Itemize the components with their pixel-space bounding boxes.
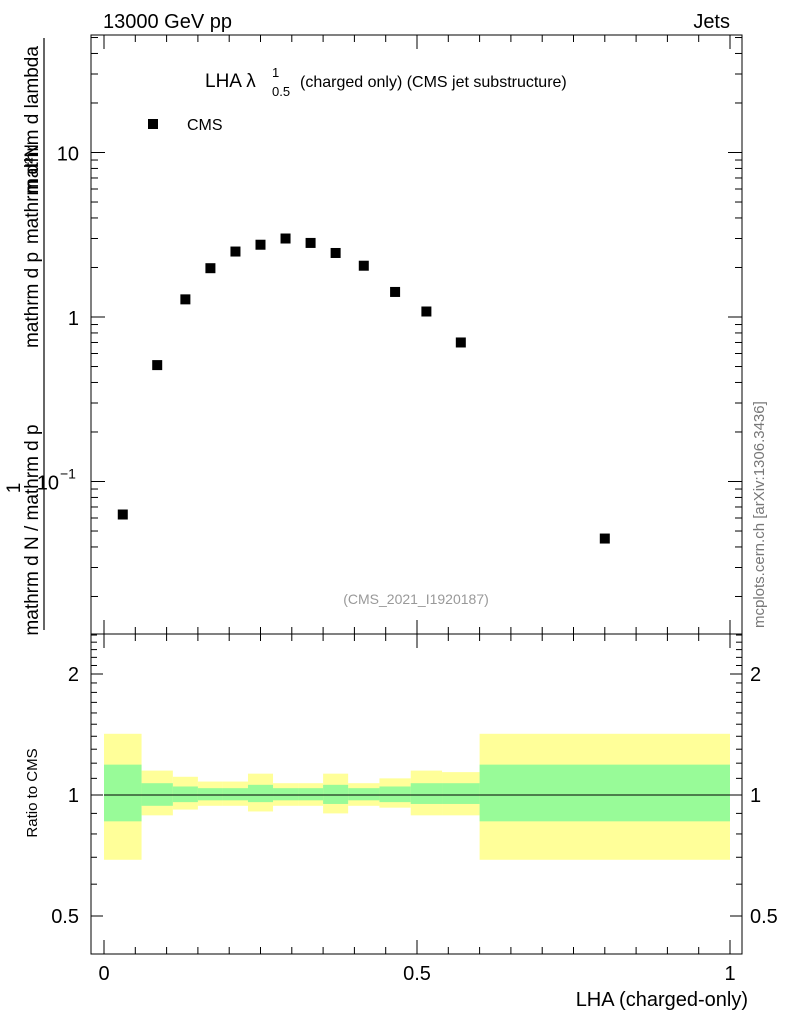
side-source-label: mcplots.cern.ch [arXiv:1306.3436]: [751, 401, 768, 628]
ylabel-numerator-1: mathrm d²N: [22, 144, 43, 244]
ratio-stat-band-8: [323, 784, 349, 804]
ratio-stat-band-5: [247, 784, 274, 803]
main-ytick-label-1: 1: [68, 308, 79, 330]
ratio-stat-band-7: [298, 788, 324, 801]
chart-title: LHA λ 1 0.5 (charged only) (CMS jet subs…: [205, 65, 567, 99]
title-superscript: 1: [272, 65, 279, 80]
header-energy-label: 13000 GeV pp: [103, 11, 232, 33]
ratio-ytick-label-right-1: 1: [750, 785, 761, 807]
data-point-0: [117, 509, 128, 520]
data-point-8: [330, 247, 341, 258]
main-points: [117, 233, 610, 544]
data-point-4: [230, 246, 241, 257]
xtick-label-1: 0.5: [403, 963, 431, 985]
data-point-2: [180, 294, 191, 305]
data-point-13: [599, 533, 610, 544]
main-ytick-label-2-exponent: −1: [60, 466, 76, 482]
main-ylabel: 1 mathrm d²N mathrm d p mathrm d lambda …: [4, 38, 45, 636]
ratio-stat-band-0: [104, 764, 142, 822]
data-point-9: [358, 260, 369, 271]
ratio-stat-band-11: [410, 783, 443, 804]
data-point-3: [205, 263, 216, 274]
ylabel-denominator: mathrm d N / mathrm d p: [22, 424, 43, 635]
ratio-stat-band-4: [222, 788, 248, 801]
ylabel-prefix: 1: [4, 483, 25, 494]
title-rest: (charged only) (CMS jet substructure): [300, 74, 567, 91]
data-point-12: [455, 337, 466, 348]
ratio-stat-band-6: [273, 788, 299, 801]
ratio-stat-band-12: [442, 783, 480, 804]
xlabel: LHA (charged-only): [576, 989, 748, 1011]
ratio-bands: [104, 733, 730, 860]
ratio-ytick-label-right-0: 0.5: [750, 906, 778, 928]
data-point-7: [305, 237, 316, 248]
ratio-stat-band-3: [197, 788, 223, 801]
legend-label-cms: CMS: [187, 117, 223, 134]
data-point-6: [280, 233, 291, 244]
data-point-10: [390, 286, 401, 297]
main-ytick-label-0: 10: [57, 144, 79, 166]
ratio-ytick-label-right-2: 2: [750, 664, 761, 686]
ratio-ylabel: Ratio to CMS: [24, 748, 41, 837]
legend-marker-cms: [148, 119, 158, 129]
title-subscript: 0.5: [272, 84, 290, 99]
ratio-ytick-label-left-2: 2: [68, 664, 79, 686]
ylabel-numerator-3: mathrm d lambda: [22, 46, 43, 194]
xtick-label-0: 0: [98, 963, 109, 985]
data-point-11: [421, 306, 432, 317]
ratio-stat-band-9: [348, 788, 380, 801]
ratio-ytick-label-left-0: 0.5: [51, 906, 79, 928]
legend: CMS: [148, 117, 223, 134]
data-point-1: [152, 360, 163, 371]
title-main: LHA λ: [205, 71, 256, 92]
ratio-axes: 0.5 0.5 1 1 2 2 0 0.5 1: [51, 35, 778, 985]
xtick-label-2: 1: [724, 963, 735, 985]
ratio-stat-band-1: [141, 783, 173, 806]
ylabel-numerator-2: mathrm d p: [22, 252, 43, 348]
data-point-5: [255, 239, 266, 250]
header-category-label: Jets: [693, 11, 730, 33]
analysis-id: (CMS_2021_I1920187): [343, 591, 489, 607]
main-ytick-label-2: 10: [37, 473, 59, 495]
ratio-ytick-label-left-1: 1: [68, 785, 79, 807]
ratio-stat-band-13: [479, 764, 730, 822]
ratio-stat-band-10: [379, 786, 411, 803]
ratio-stat-band-2: [172, 786, 198, 803]
svg-text:LHA λ: LHA λ: [205, 71, 256, 92]
